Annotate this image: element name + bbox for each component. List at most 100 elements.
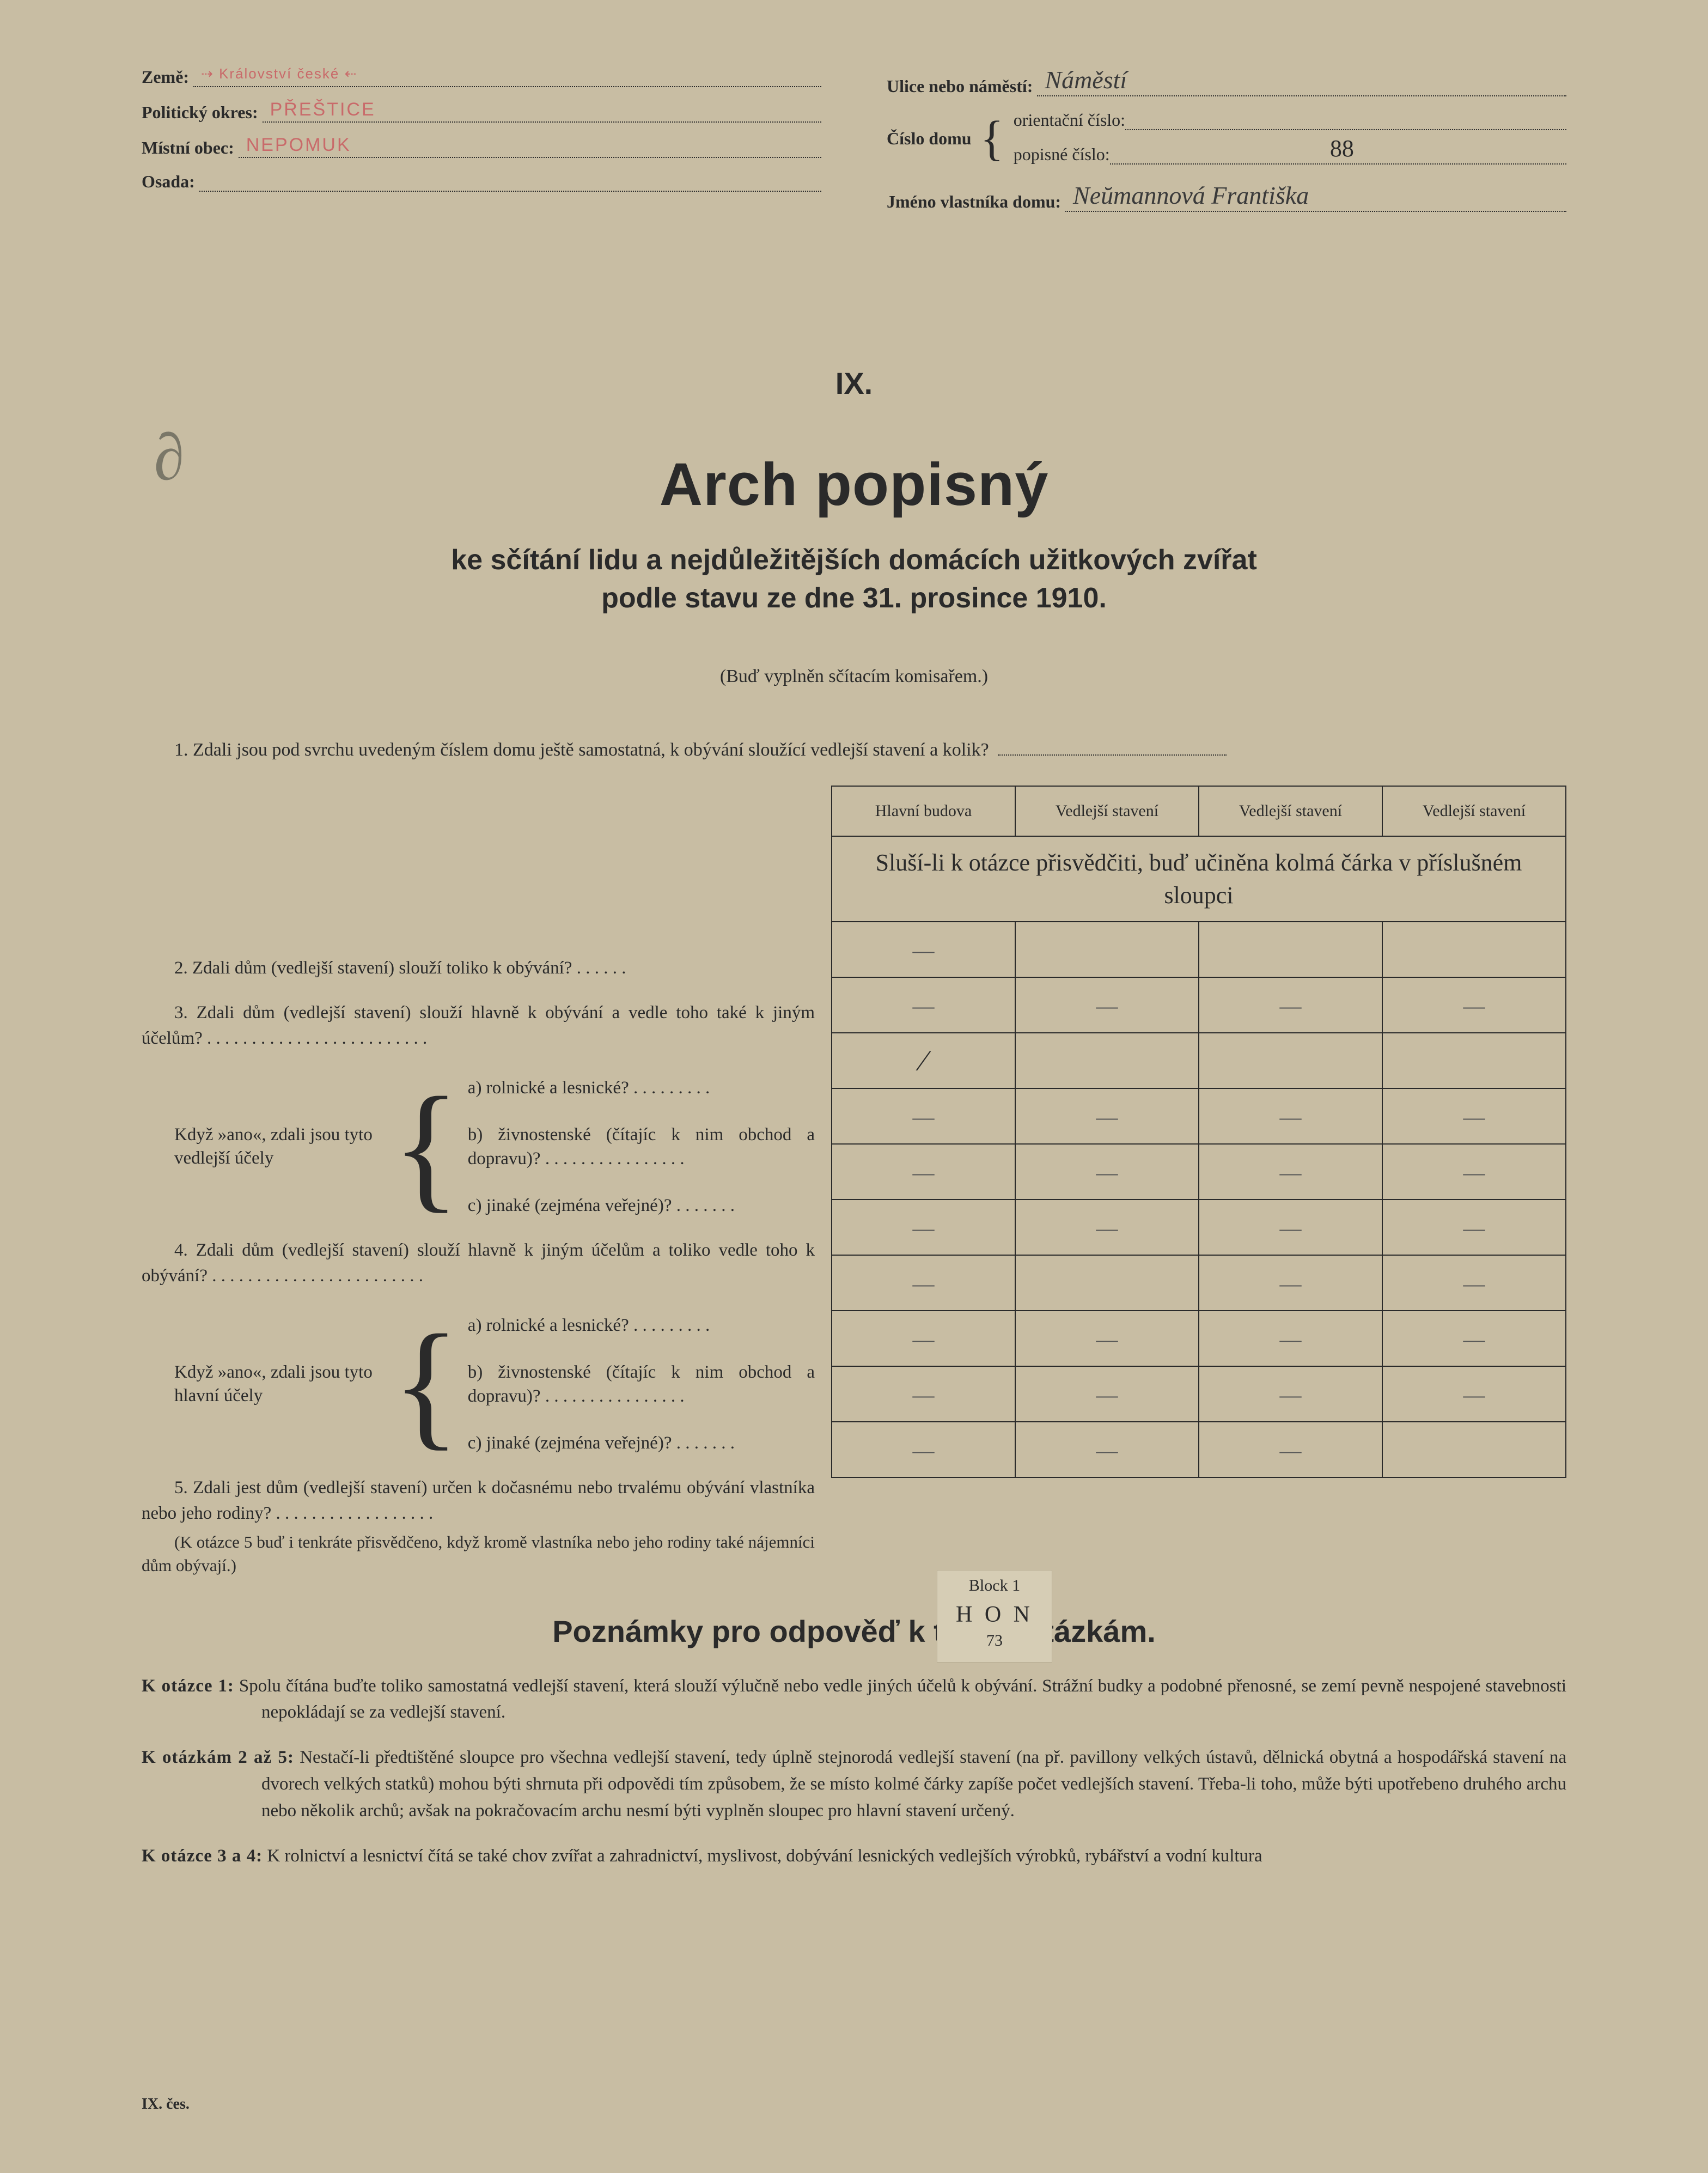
table-cell: — — [1015, 1088, 1199, 1144]
footer-mark: IX. čes. — [142, 2096, 190, 2113]
sub-c-2: c) jinaké (zejména veřejné)? . . . . . .… — [468, 1415, 815, 1471]
table-cell: — — [1382, 1200, 1566, 1255]
sub-b-2: b) živnostenské (čítajíc k nim obchod a … — [468, 1356, 815, 1412]
note-2-text: Nestačí-li předtištěné sloupce pro všech… — [261, 1748, 1566, 1821]
roman-numeral: IX. — [142, 366, 1566, 401]
table-cell: — — [1015, 1366, 1199, 1422]
label-popisne: popisné číslo: — [1014, 144, 1110, 165]
table-cell: — — [832, 922, 1015, 977]
table-row: ———— — [832, 1311, 1566, 1366]
table-cell: — — [1015, 1311, 1199, 1366]
table-cell: — — [1382, 1366, 1566, 1422]
note-1: K otázce 1: Spolu čítána buďte toliko sa… — [142, 1673, 1566, 1726]
sub2-lead: Když »ano«, zdali jsou tyto hlavní účely — [142, 1361, 392, 1408]
question-1-answer-line — [998, 737, 1227, 756]
subtitle-line-2: podle stavu ze dne 31. prosince 1910. — [601, 582, 1107, 614]
question-3-sub: Když »ano«, zdali jsou tyto vedlejší úče… — [142, 1063, 815, 1230]
table-cell — [1199, 922, 1382, 977]
question-3: 3. Zdali dům (vedlejší stavení) slouží h… — [142, 1000, 815, 1056]
table-cell: — — [1199, 1311, 1382, 1366]
block-line-3: 73 — [956, 1630, 1033, 1652]
field-cislo-domu: Číslo domu { orientační číslo: popisné č… — [887, 108, 1566, 169]
table-cell: — — [1015, 977, 1199, 1033]
value-osada — [199, 170, 821, 192]
table-cell: — — [832, 977, 1015, 1033]
label-vlastnik: Jméno vlastníka domu: — [887, 192, 1061, 212]
question-5: 5. Zdali jest dům (vedlejší stavení) urč… — [142, 1475, 815, 1525]
brace-icon: { — [392, 1131, 460, 1162]
table-cell — [1382, 922, 1566, 977]
table-cell: — — [832, 1144, 1015, 1200]
field-osada: Osada: — [142, 170, 821, 192]
table-cell: — — [1015, 1144, 1199, 1200]
table-subhead: Sluší-li k otázce přisvědčiti, buď učině… — [832, 836, 1566, 922]
table-row: ———— — [832, 1088, 1566, 1144]
note-1-lead: K otázce 1: — [142, 1676, 234, 1696]
label-cislo-domu: Číslo domu — [887, 129, 972, 149]
value-okres: PŘEŠTICE — [263, 99, 821, 123]
table-cell — [1015, 1033, 1199, 1088]
table-header-row: Hlavní budova Vedlejší stavení Vedlejší … — [832, 786, 1566, 836]
table-cell: — — [832, 1422, 1015, 1477]
header-fields: Země: ⇢ Království české ⇠ Politický okr… — [142, 65, 1566, 224]
label-obec: Místní obec: — [142, 138, 234, 158]
instruction: (Buď vyplněn sčítacím komisařem.) — [142, 666, 1566, 687]
header-left: Země: ⇢ Království české ⇠ Politický okr… — [142, 65, 821, 224]
note-3-lead: K otázce 3 a 4: — [142, 1846, 263, 1866]
block-line-2: H O N — [956, 1599, 1033, 1630]
subtitle-line-1: ke sčítání lidu a nejdůležitějších domác… — [451, 544, 1257, 576]
col-hlavni: Hlavní budova — [832, 786, 1015, 836]
table-cell: — — [1199, 1255, 1382, 1311]
question-1: 1. Zdali jsou pod svrchu uvedeným číslem… — [142, 736, 1566, 764]
value-zeme: ⇢ Království české ⇠ — [193, 65, 821, 87]
table-row: — — [832, 922, 1566, 977]
table-cell: — — [832, 1088, 1015, 1144]
label-zeme: Země: — [142, 67, 189, 87]
table-cell: — — [1015, 1422, 1199, 1477]
table-cell: — — [832, 1255, 1015, 1311]
block-line-1: Block 1 — [956, 1575, 1033, 1597]
question-4: 4. Zdali dům (vedlejší stavení) slouží h… — [142, 1238, 815, 1293]
label-orientacni: orientační číslo: — [1014, 110, 1125, 130]
field-ulice: Ulice nebo náměstí: Náměstí — [887, 65, 1566, 96]
sub-c: c) jinaké (zejména veřejné)? . . . . . .… — [468, 1178, 815, 1233]
col-vedlejsi-1: Vedlejší stavení — [1015, 786, 1199, 836]
sub-a: a) rolnické a lesnické? . . . . . . . . … — [468, 1060, 815, 1116]
note-3-text: K rolnictví a lesnictví čítá se také cho… — [263, 1846, 1262, 1866]
table-cell: — — [832, 1200, 1015, 1255]
table-cell: — — [1382, 1088, 1566, 1144]
main-grid: 2. Zdali dům (vedlejší stavení) slouží t… — [142, 786, 1566, 1581]
table-cell: — — [1382, 977, 1566, 1033]
table-row: ———— — [832, 1144, 1566, 1200]
table-row: ———— — [832, 977, 1566, 1033]
field-okres: Politický okres: PŘEŠTICE — [142, 99, 821, 123]
note-3: K otázce 3 a 4: K rolnictví a lesnictví … — [142, 1843, 1566, 1870]
table-cell: — — [832, 1311, 1015, 1366]
brace-icon: { — [392, 1369, 460, 1400]
col-vedlejsi-2: Vedlejší stavení — [1199, 786, 1382, 836]
table-cell: — — [1199, 977, 1382, 1033]
subtitle: ke sčítání lidu a nejdůležitějších domác… — [142, 541, 1566, 617]
value-orientacni — [1125, 108, 1566, 130]
table-cell: — — [1199, 1088, 1382, 1144]
label-okres: Politický okres: — [142, 102, 258, 123]
table-cell: — — [1382, 1311, 1566, 1366]
answer-table: Hlavní budova Vedlejší stavení Vedlejší … — [831, 786, 1566, 1478]
table-cell: — — [832, 1366, 1015, 1422]
table-cell: — — [1199, 1422, 1382, 1477]
question-5-note: (K otázce 5 buď i tenkráte přisvědčeno, … — [142, 1530, 815, 1578]
value-vlastnik: Neŭmannová Františka — [1065, 181, 1566, 212]
question-1-text: 1. Zdali jsou pod svrchu uvedeným číslem… — [174, 740, 989, 760]
table-cell — [1199, 1033, 1382, 1088]
main-title: Arch popisný — [142, 450, 1566, 519]
table-row: ———— — [832, 1200, 1566, 1255]
label-osada: Osada: — [142, 172, 195, 192]
brace-icon: { — [980, 124, 1004, 154]
label-ulice: Ulice nebo náměstí: — [887, 76, 1033, 96]
table-cell: — — [1382, 1255, 1566, 1311]
table-subhead-row: Sluší-li k otázce přisvědčiti, buď učině… — [832, 836, 1566, 922]
col-vedlejsi-3: Vedlejší stavení — [1382, 786, 1566, 836]
answer-table-wrap: Hlavní budova Vedlejší stavení Vedlejší … — [831, 786, 1566, 1581]
table-cell — [1382, 1422, 1566, 1477]
note-2-lead: K otázkám 2 až 5: — [142, 1748, 294, 1767]
